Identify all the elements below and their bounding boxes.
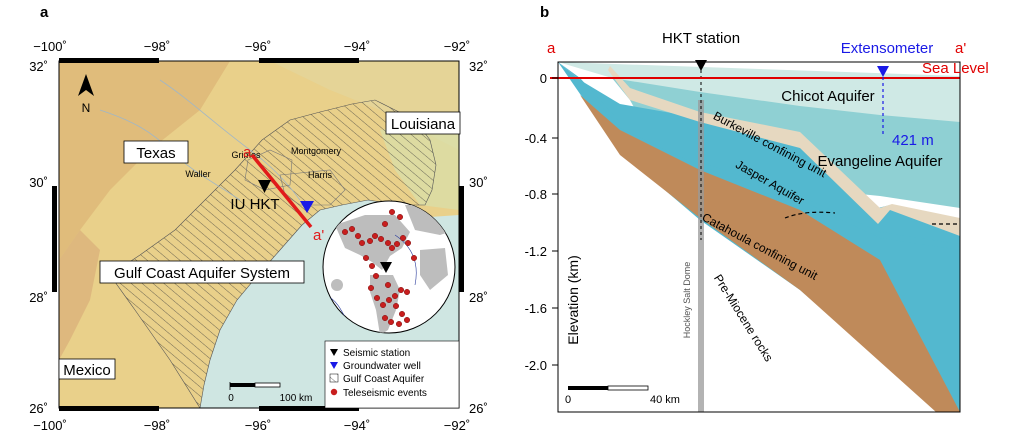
extensometer-label: Extensometer <box>841 40 934 57</box>
section-end-label: a' <box>955 40 966 57</box>
scale-bar: 0 100 km <box>228 382 312 404</box>
lon-tick-bottom: −100˚ <box>33 418 67 433</box>
y-axis: 0 -0.4 -0.8 -1.2 -1.6 -2.0 Elevation (km… <box>525 71 581 373</box>
legend-item: Teleseismic events <box>343 388 427 399</box>
lon-tick-bottom: −96˚ <box>245 418 271 433</box>
lat-tick-left: 26˚ <box>29 401 48 416</box>
panel-b-label: b <box>540 4 550 21</box>
profile-end-label: a' <box>313 227 324 244</box>
mexico-label: Mexico <box>63 362 111 379</box>
map-figure: −100˚ −98˚ −96˚ −94˚ −92˚ −100˚ −98˚ −96… <box>29 39 488 433</box>
lat-tick-left: 32˚ <box>29 59 48 74</box>
station-marker-icon <box>695 60 707 71</box>
y-tick: -1.2 <box>525 244 547 259</box>
station-label: IU HKT <box>230 196 279 213</box>
legend-item: Seismic station <box>343 348 410 359</box>
profile-line-aa <box>250 153 313 229</box>
teleseismic-globe-inset <box>322 200 456 334</box>
legend-blue-triangle-icon <box>330 362 338 369</box>
panel-a-map: a <box>0 0 500 445</box>
grimes-label: Grimes <box>232 150 261 160</box>
legend-red-dot-icon <box>330 388 338 396</box>
lat-tick-right: 26˚ <box>469 401 488 416</box>
seismic-station-icon <box>258 180 271 193</box>
panel-b-cross-section: b 0 -0.4 -0.8 -1.2 <box>500 0 1012 445</box>
lon-tick-bottom: −94˚ <box>344 418 370 433</box>
legend-hatch-icon <box>329 373 339 383</box>
lon-tick-top: −92˚ <box>444 39 470 54</box>
svg-text:100 km: 100 km <box>280 393 313 404</box>
lat-tick-right: 30˚ <box>469 175 488 190</box>
lat-tick-right: 28˚ <box>469 290 488 305</box>
y-tick: -0.4 <box>525 131 547 146</box>
extensometer-icon <box>877 66 889 77</box>
lon-tick-top: −98˚ <box>144 39 170 54</box>
louisiana-label: Louisiana <box>391 116 456 133</box>
sea-level-label: Sea Level <box>922 60 989 77</box>
panel-a-label: a <box>40 4 49 21</box>
evangeline-label: Evangeline Aquifer <box>817 153 942 170</box>
catahoula-confining-unit <box>558 62 960 412</box>
lon-tick-bottom: −92˚ <box>444 418 470 433</box>
legend-item: Groundwater well <box>343 361 421 372</box>
salt-dome-label: Hockley Salt Dome <box>682 262 692 339</box>
map-frame-bars <box>52 58 464 411</box>
svg-text:0: 0 <box>228 393 234 404</box>
lon-tick-bottom: −98˚ <box>144 418 170 433</box>
section-scale-bar: 0 40 km <box>565 385 680 406</box>
chicot-label: Chicot Aquifer <box>781 88 874 105</box>
lat-tick-right: 32˚ <box>469 59 488 74</box>
y-axis-label: Elevation (km) <box>565 255 581 344</box>
cross-section-figure: 0 -0.4 -0.8 -1.2 -1.6 -2.0 Elevation (km… <box>525 30 989 413</box>
hockley-salt-dome <box>698 100 704 412</box>
svg-text:N: N <box>82 101 91 115</box>
texas-label: Texas <box>136 145 175 162</box>
lon-tick-top: −100˚ <box>33 39 67 54</box>
y-tick: -1.6 <box>525 301 547 316</box>
lat-tick-left: 30˚ <box>29 175 48 190</box>
map-legend: Seismic station Groundwater well Gulf Co… <box>324 340 460 409</box>
legend-black-triangle-icon <box>330 349 338 356</box>
section-start-label: a <box>547 40 556 57</box>
station-title: HKT station <box>662 30 740 47</box>
north-arrow-icon: N <box>78 74 94 115</box>
aquifer-system-label: Gulf Coast Aquifer System <box>114 265 290 282</box>
y-tick: 0 <box>540 71 547 86</box>
teleseismic-event-dots <box>342 208 418 328</box>
svg-text:40 km: 40 km <box>650 394 680 406</box>
svg-text:0: 0 <box>565 394 571 406</box>
montgomery-label: Montgomery <box>291 146 342 156</box>
y-tick: -0.8 <box>525 187 547 202</box>
lat-tick-left: 28˚ <box>29 290 48 305</box>
y-tick: -2.0 <box>525 358 547 373</box>
groundwater-well-icon <box>300 201 314 213</box>
extensometer-depth-label: 421 m <box>892 132 934 149</box>
burkeville-confining-unit <box>608 66 960 236</box>
lon-tick-top: −96˚ <box>245 39 271 54</box>
legend-item: Gulf Coast Aquifer <box>343 374 425 385</box>
harris-label: Harris <box>308 170 332 180</box>
lon-tick-top: −94˚ <box>344 39 370 54</box>
waller-label: Waller <box>185 169 210 179</box>
profile-start-label: a <box>243 144 252 161</box>
pre-miocene-lower <box>558 62 920 412</box>
